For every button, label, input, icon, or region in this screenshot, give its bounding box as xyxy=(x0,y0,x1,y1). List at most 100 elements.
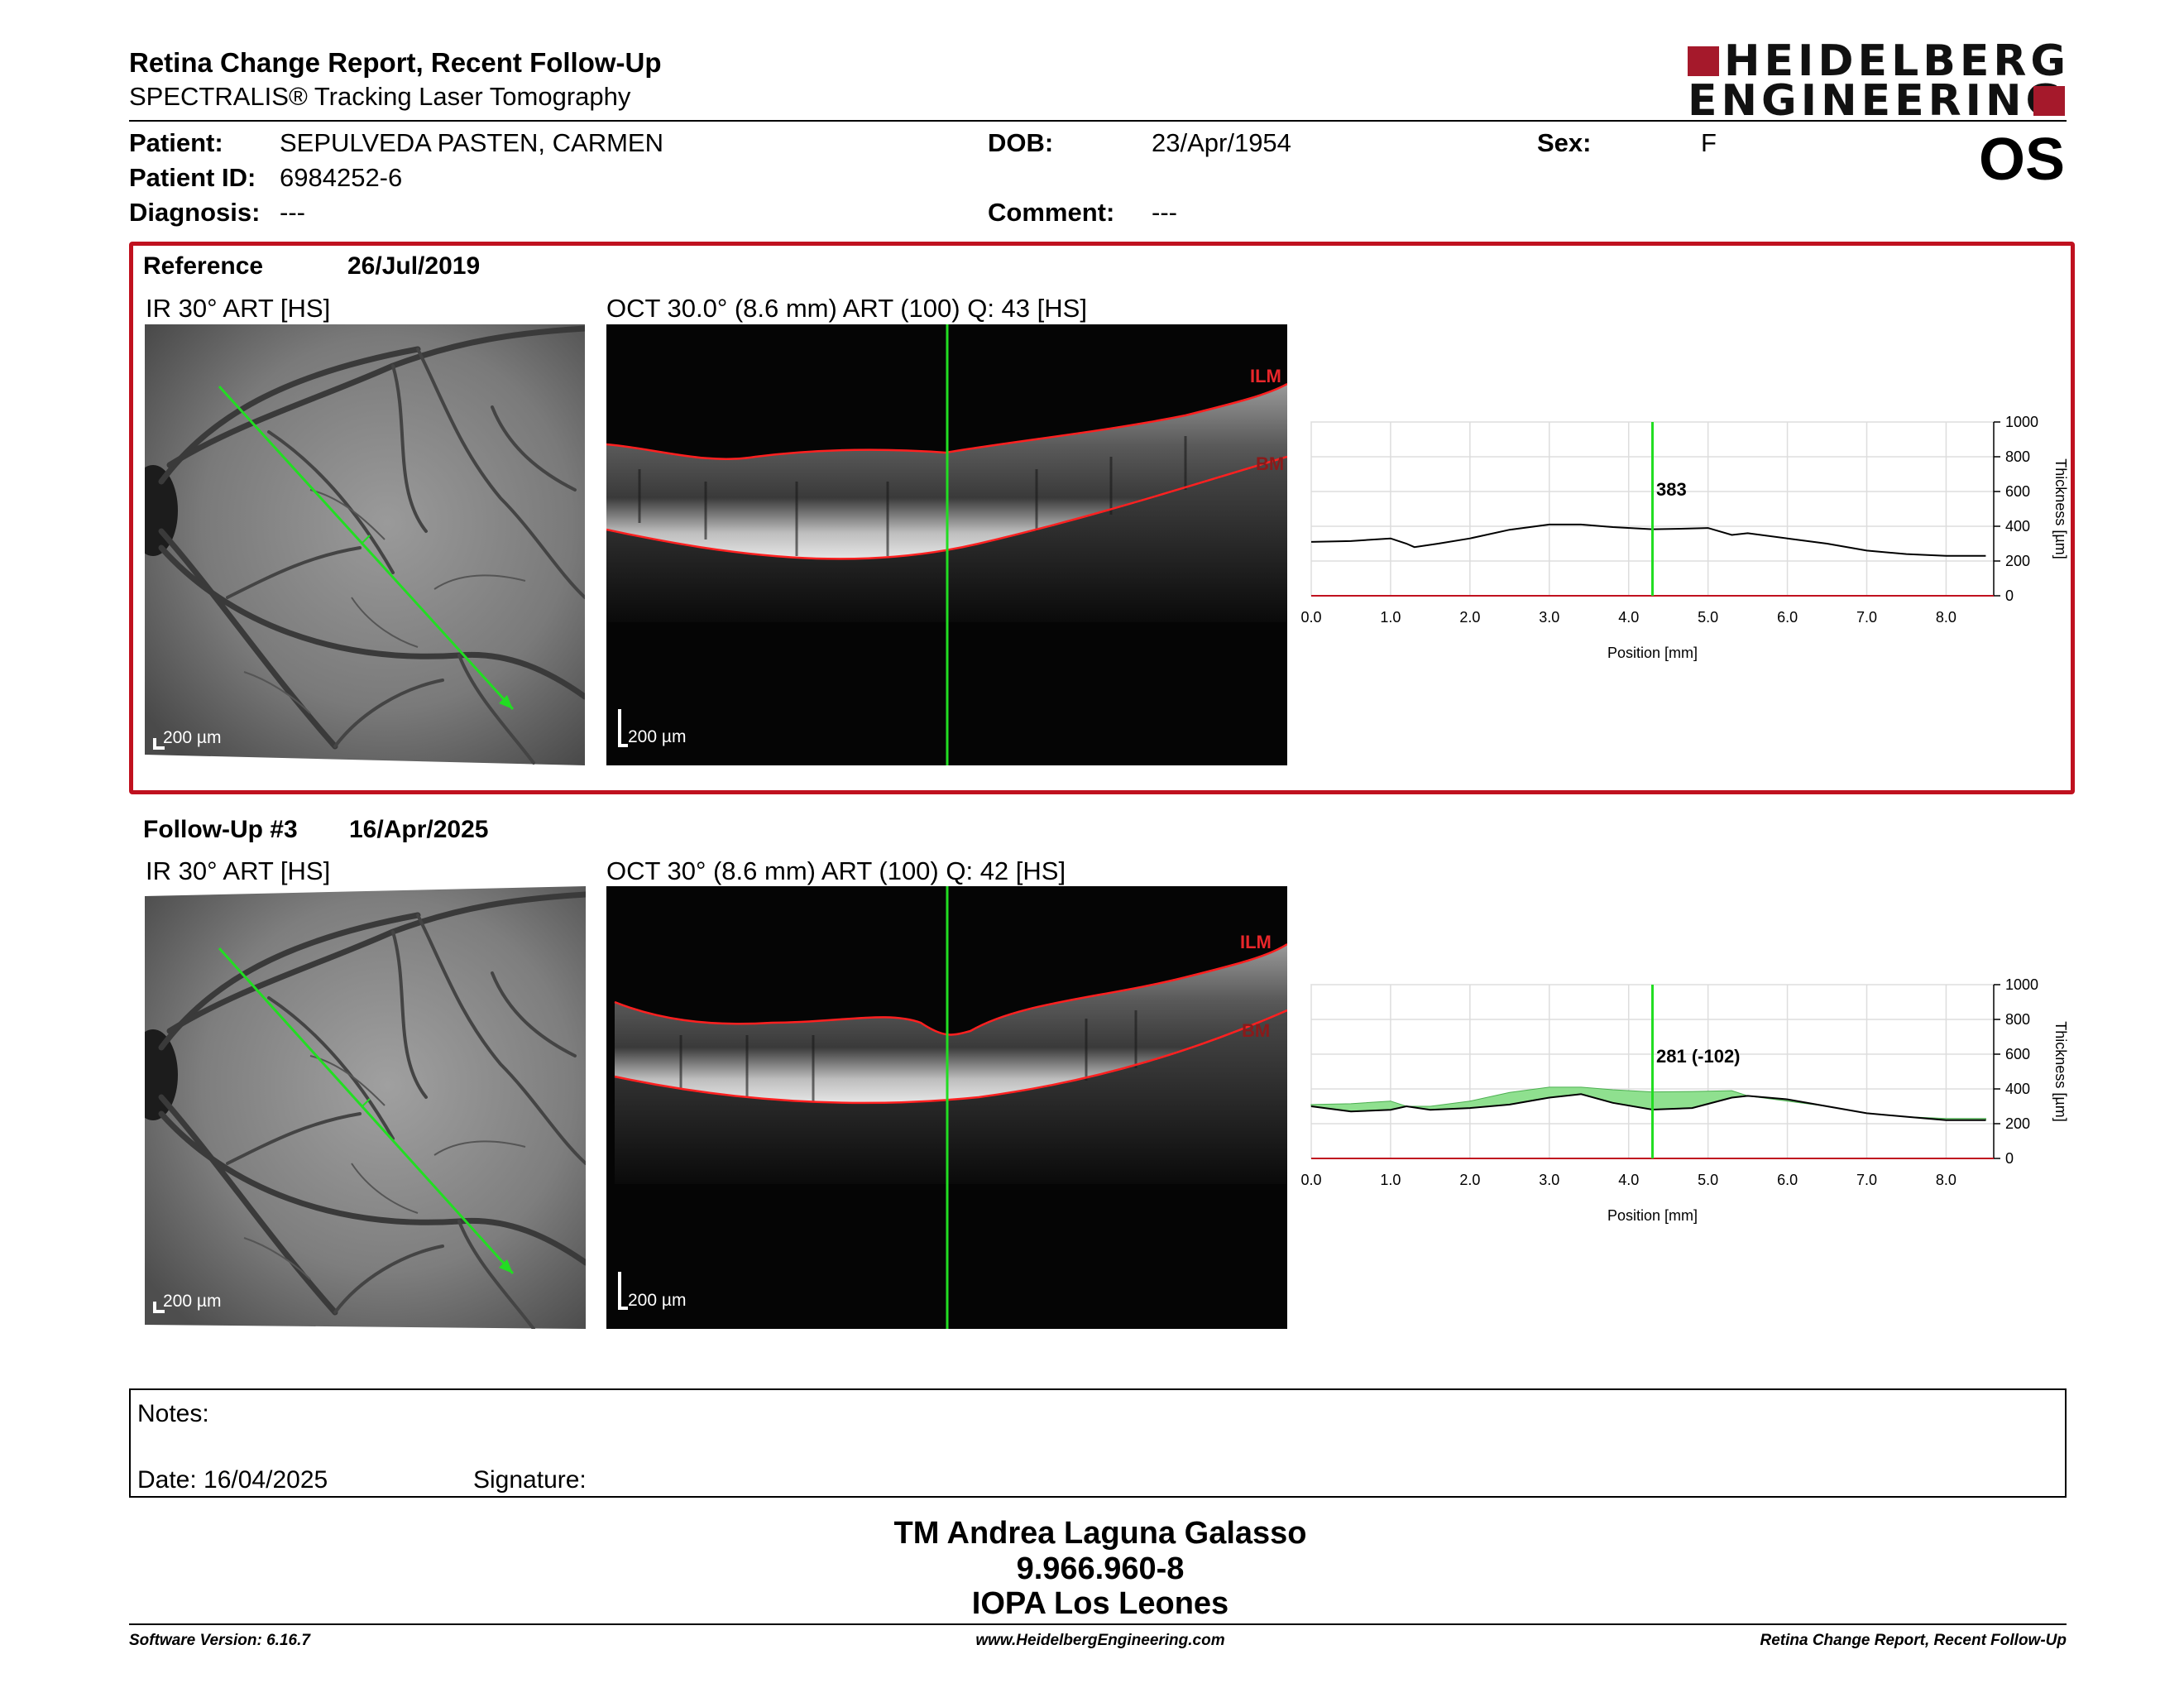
bm-line xyxy=(614,1009,1288,1105)
reference-oct-image: ILM BM 200 µm xyxy=(606,324,1288,765)
y-axis-label: Thickness [µm] xyxy=(2052,458,2069,559)
scan-line xyxy=(218,947,515,1275)
y-tick-label: 200 xyxy=(2005,553,2030,569)
y-tick-label: 600 xyxy=(2005,1046,2030,1062)
scale-bar-icon xyxy=(618,1272,628,1310)
scale-bar-icon xyxy=(618,709,628,747)
y-axis-label: Thickness [µm] xyxy=(2052,1021,2069,1121)
software-version: Software Version: 6.16.7 xyxy=(129,1632,310,1649)
followup-ir-caption: IR 30° ART [HS] xyxy=(146,856,331,885)
patient-value: SEPULVEDA PASTEN, CARMEN xyxy=(280,128,663,157)
signer-rut: 9.966.960-8 xyxy=(1016,1551,1185,1586)
x-axis-label: Position [mm] xyxy=(1607,645,1698,661)
report-subtitle: SPECTRALIS® Tracking Laser Tomography xyxy=(129,82,631,111)
notes-box[interactable]: Notes: Date: 16/04/2025 Signature: xyxy=(129,1388,2067,1498)
reference-thickness-chart: 0.0 1.0 2.0 3.0 4.0 5.0 6.0 7.0 8.0 0 200 400 600 800… xyxy=(1291,405,2085,679)
followup-date: 16/Apr/2025 xyxy=(349,816,489,843)
y-tick-label: 600 xyxy=(2005,483,2030,500)
patient-id-label: Patient ID: xyxy=(129,163,256,192)
website-link[interactable]: www.HeidelbergEngineering.com xyxy=(975,1632,1225,1649)
y-tick-label: 400 xyxy=(2005,518,2030,535)
followup-thickness-value: 281 (-102) xyxy=(1656,1046,1741,1067)
diagnosis-label: Diagnosis: xyxy=(129,198,261,227)
reference-oct-scale: 200 µm xyxy=(628,727,687,746)
x-tick-label: 3.0 xyxy=(1539,609,1559,626)
ilm-label: ILM xyxy=(1250,366,1281,386)
reference-date: 26/Jul/2019 xyxy=(347,252,481,280)
reference-label: Reference xyxy=(143,252,264,280)
x-tick-label: 8.0 xyxy=(1936,609,1956,626)
footer-divider xyxy=(129,1623,2067,1625)
dob-label: DOB: xyxy=(988,128,1054,157)
logo-text-line2: ENGINEERING xyxy=(1688,76,2066,126)
ilm-label: ILM xyxy=(1240,932,1272,952)
y-tick-label: 1000 xyxy=(2005,414,2038,430)
reference-oct-caption: OCT 30.0° (8.6 mm) ART (100) Q: 43 [HS] xyxy=(606,294,1087,323)
dob-value: 23/Apr/1954 xyxy=(1152,128,1291,157)
logo-text-line1: HEIDELBERG xyxy=(1724,36,2071,86)
followup-label: Follow-Up #3 xyxy=(143,816,298,843)
ilm-line xyxy=(614,942,1288,1036)
patient-label: Patient: xyxy=(129,128,223,157)
y-tick-label: 0 xyxy=(2005,1150,2014,1167)
signer-name: TM Andrea Laguna Galasso xyxy=(893,1516,1307,1551)
y-tick-label: 0 xyxy=(2005,587,2014,604)
y-tick-label: 1000 xyxy=(2005,976,2038,993)
x-tick-label: 6.0 xyxy=(1777,1172,1798,1188)
x-tick-label: 0.0 xyxy=(1300,1172,1321,1188)
x-tick-label: 1.0 xyxy=(1380,1172,1401,1188)
thickness-line xyxy=(1310,523,1986,557)
sex-value: F xyxy=(1701,128,1717,157)
patient-id-value: 6984252-6 xyxy=(280,163,403,192)
scale-bar-icon xyxy=(153,1302,165,1313)
followup-ir-scale: 200 µm xyxy=(163,1292,222,1311)
x-tick-label: 5.0 xyxy=(1698,609,1718,626)
footer-report-name: Retina Change Report, Recent Follow-Up xyxy=(1760,1632,2067,1649)
diagnosis-value: --- xyxy=(280,198,305,227)
followup-oct-image: ILM BM 200 µm xyxy=(606,886,1288,1329)
followup-oct-scale: 200 µm xyxy=(628,1291,687,1310)
reference-ir-caption: IR 30° ART [HS] xyxy=(146,294,331,323)
bm-line xyxy=(606,455,1288,560)
y-tick-label: 200 xyxy=(2005,1115,2030,1132)
reference-ir-scale: 200 µm xyxy=(163,728,222,747)
comment-value: --- xyxy=(1152,198,1177,227)
bm-label: BM xyxy=(1256,453,1285,474)
reference-ir-image: 200 µm xyxy=(128,324,588,765)
x-tick-label: 5.0 xyxy=(1698,1172,1718,1188)
x-tick-label: 0.0 xyxy=(1300,609,1321,626)
followup-ir-image: 200 µm xyxy=(128,886,589,1331)
x-tick-label: 3.0 xyxy=(1539,1172,1559,1188)
logo-square-top xyxy=(1688,46,1719,76)
x-tick-label: 6.0 xyxy=(1777,609,1798,626)
ilm-line xyxy=(606,382,1288,460)
notes-label: Notes: xyxy=(137,1400,209,1427)
heidelberg-logo: HEIDELBERG ENGINEERING xyxy=(1688,40,2068,126)
signer-institution: IOPA Los Leones xyxy=(971,1586,1229,1621)
report-title: Retina Change Report, Recent Follow-Up xyxy=(129,47,662,78)
y-tick-label: 400 xyxy=(2005,1081,2030,1097)
thickness-line xyxy=(1310,1093,1986,1121)
x-tick-label: 1.0 xyxy=(1380,609,1401,626)
logo-square-bottom xyxy=(2033,86,2065,116)
sex-label: Sex: xyxy=(1537,128,1592,157)
x-tick-label: 7.0 xyxy=(1856,1172,1877,1188)
scale-bar-icon xyxy=(153,738,165,750)
eye-indicator: OS xyxy=(1979,127,2066,193)
x-axis-label: Position [mm] xyxy=(1607,1207,1698,1224)
notes-date: Date: 16/04/2025 xyxy=(137,1466,328,1494)
y-tick-label: 800 xyxy=(2005,1011,2030,1028)
x-tick-label: 2.0 xyxy=(1459,1172,1480,1188)
scan-line xyxy=(218,385,515,711)
comment-label: Comment: xyxy=(988,198,1115,227)
x-tick-label: 4.0 xyxy=(1618,609,1639,626)
x-tick-label: 2.0 xyxy=(1459,609,1480,626)
signature-label: Signature: xyxy=(473,1466,587,1494)
followup-oct-caption: OCT 30° (8.6 mm) ART (100) Q: 42 [HS] xyxy=(606,856,1066,885)
x-tick-label: 8.0 xyxy=(1936,1172,1956,1188)
reference-thickness-value: 383 xyxy=(1656,479,1687,500)
x-tick-label: 7.0 xyxy=(1856,609,1877,626)
y-tick-label: 800 xyxy=(2005,448,2030,465)
x-tick-label: 4.0 xyxy=(1618,1172,1639,1188)
followup-thickness-chart: 0.0 1.0 2.0 3.0 4.0 5.0 6.0 7.0 8.0 0 200 400 600 800… xyxy=(1291,968,2085,1241)
